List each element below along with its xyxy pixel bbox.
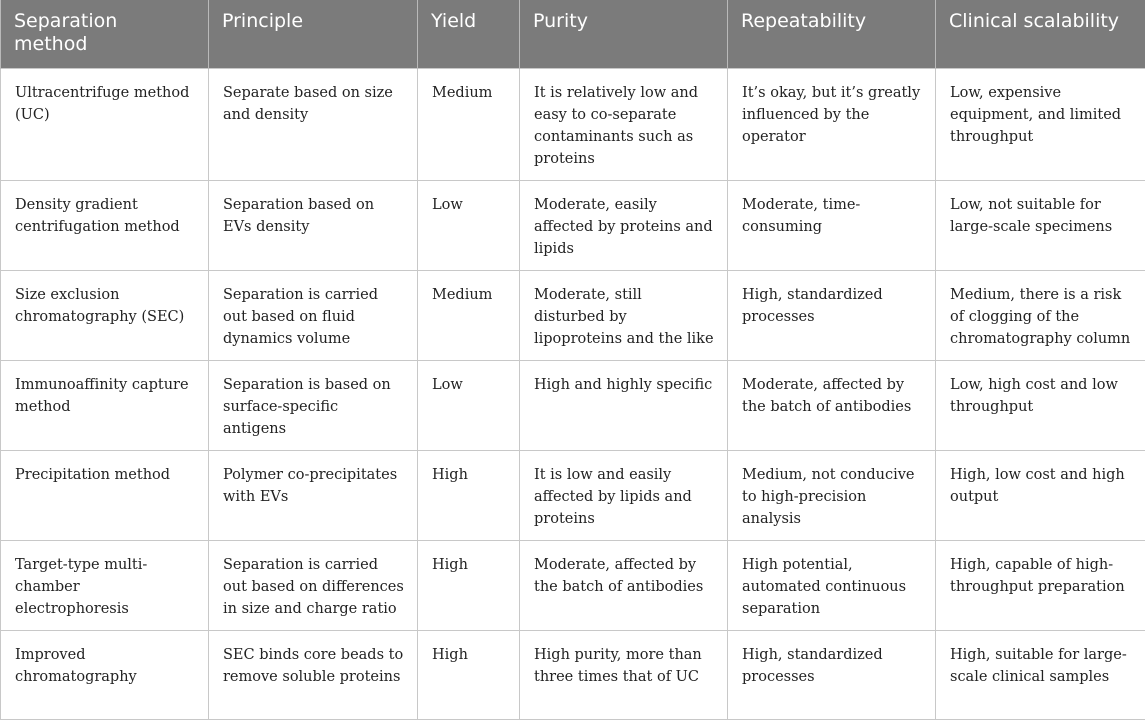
header-clinical-scalability: Clinical scalability	[936, 0, 1145, 68]
cell-scalability: Medium, there is a risk of clogging of t…	[936, 270, 1145, 360]
header-purity: Purity	[520, 0, 728, 68]
cell-method: Density gradient centrifugation method	[1, 180, 209, 270]
cell-method: Size exclusion chromatography (SEC)	[1, 270, 209, 360]
cell-repeatability: High, standardized processes	[728, 270, 936, 360]
cell-principle: Separation is based on surface-specific …	[209, 360, 418, 450]
table-row: Size exclusion chromatography (SEC) Sepa…	[1, 270, 1145, 360]
header-yield: Yield	[418, 0, 520, 68]
cell-purity: Moderate, affected by the batch of antib…	[520, 540, 728, 630]
cell-repeatability: Medium, not conducive to high-precision …	[728, 450, 936, 540]
cell-yield: Medium	[418, 68, 520, 180]
cell-method: Improved chromatography	[1, 630, 209, 719]
cell-scalability: High, suitable for large-scale clinical …	[936, 630, 1145, 719]
cell-repeatability: High, standardized processes	[728, 630, 936, 719]
table-row: Immunoaffinity capture method Separation…	[1, 360, 1145, 450]
cell-purity: It is low and easily affected by lipids …	[520, 450, 728, 540]
table-row: Precipitation method Polymer co-precipit…	[1, 450, 1145, 540]
cell-method: Precipitation method	[1, 450, 209, 540]
cell-repeatability: Moderate, affected by the batch of antib…	[728, 360, 936, 450]
cell-yield: Medium	[418, 270, 520, 360]
cell-principle: Separation based on EVs density	[209, 180, 418, 270]
cell-scalability: High, low cost and high output	[936, 450, 1145, 540]
cell-principle: SEC binds core beads to remove soluble p…	[209, 630, 418, 719]
cell-repeatability: Moderate, time-consuming	[728, 180, 936, 270]
table-row: Density gradient centrifugation method S…	[1, 180, 1145, 270]
cell-scalability: Low, high cost and low throughput	[936, 360, 1145, 450]
cell-principle: Separation is carried out based on fluid…	[209, 270, 418, 360]
header-repeatability: Repeatability	[728, 0, 936, 68]
cell-purity: Moderate, still disturbed by lipoprotein…	[520, 270, 728, 360]
cell-scalability: Low, expensive equipment, and limited th…	[936, 68, 1145, 180]
cell-method: Target-type multi-chamber electrophoresi…	[1, 540, 209, 630]
table-row: Target-type multi-chamber electrophoresi…	[1, 540, 1145, 630]
cell-principle: Polymer co-precipitates with EVs	[209, 450, 418, 540]
cell-repeatability: It’s okay, but it’s greatly influenced b…	[728, 68, 936, 180]
cell-principle: Separate based on size and density	[209, 68, 418, 180]
cell-yield: High	[418, 540, 520, 630]
cell-method: Immunoaffinity capture method	[1, 360, 209, 450]
cell-method: Ultracentrifuge method (UC)	[1, 68, 209, 180]
cell-yield: High	[418, 450, 520, 540]
cell-scalability: High, capable of high-throughput prepara…	[936, 540, 1145, 630]
header-separation-method: Separation method	[1, 0, 209, 68]
cell-yield: Low	[418, 180, 520, 270]
header-principle: Principle	[209, 0, 418, 68]
cell-principle: Separation is carried out based on diffe…	[209, 540, 418, 630]
cell-purity: It is relatively low and easy to co-sepa…	[520, 68, 728, 180]
cell-yield: High	[418, 630, 520, 719]
cell-yield: Low	[418, 360, 520, 450]
cell-purity: High purity, more than three times that …	[520, 630, 728, 719]
header-row: Separation method Principle Yield Purity…	[1, 0, 1145, 68]
table-row: Ultracentrifuge method (UC) Separate bas…	[1, 68, 1145, 180]
cell-scalability: Low, not suitable for large-scale specim…	[936, 180, 1145, 270]
cell-purity: High and highly specific	[520, 360, 728, 450]
cell-repeatability: High potential, automated continuous sep…	[728, 540, 936, 630]
cell-purity: Moderate, easily affected by proteins an…	[520, 180, 728, 270]
table-row: Improved chromatography SEC binds core b…	[1, 630, 1145, 719]
